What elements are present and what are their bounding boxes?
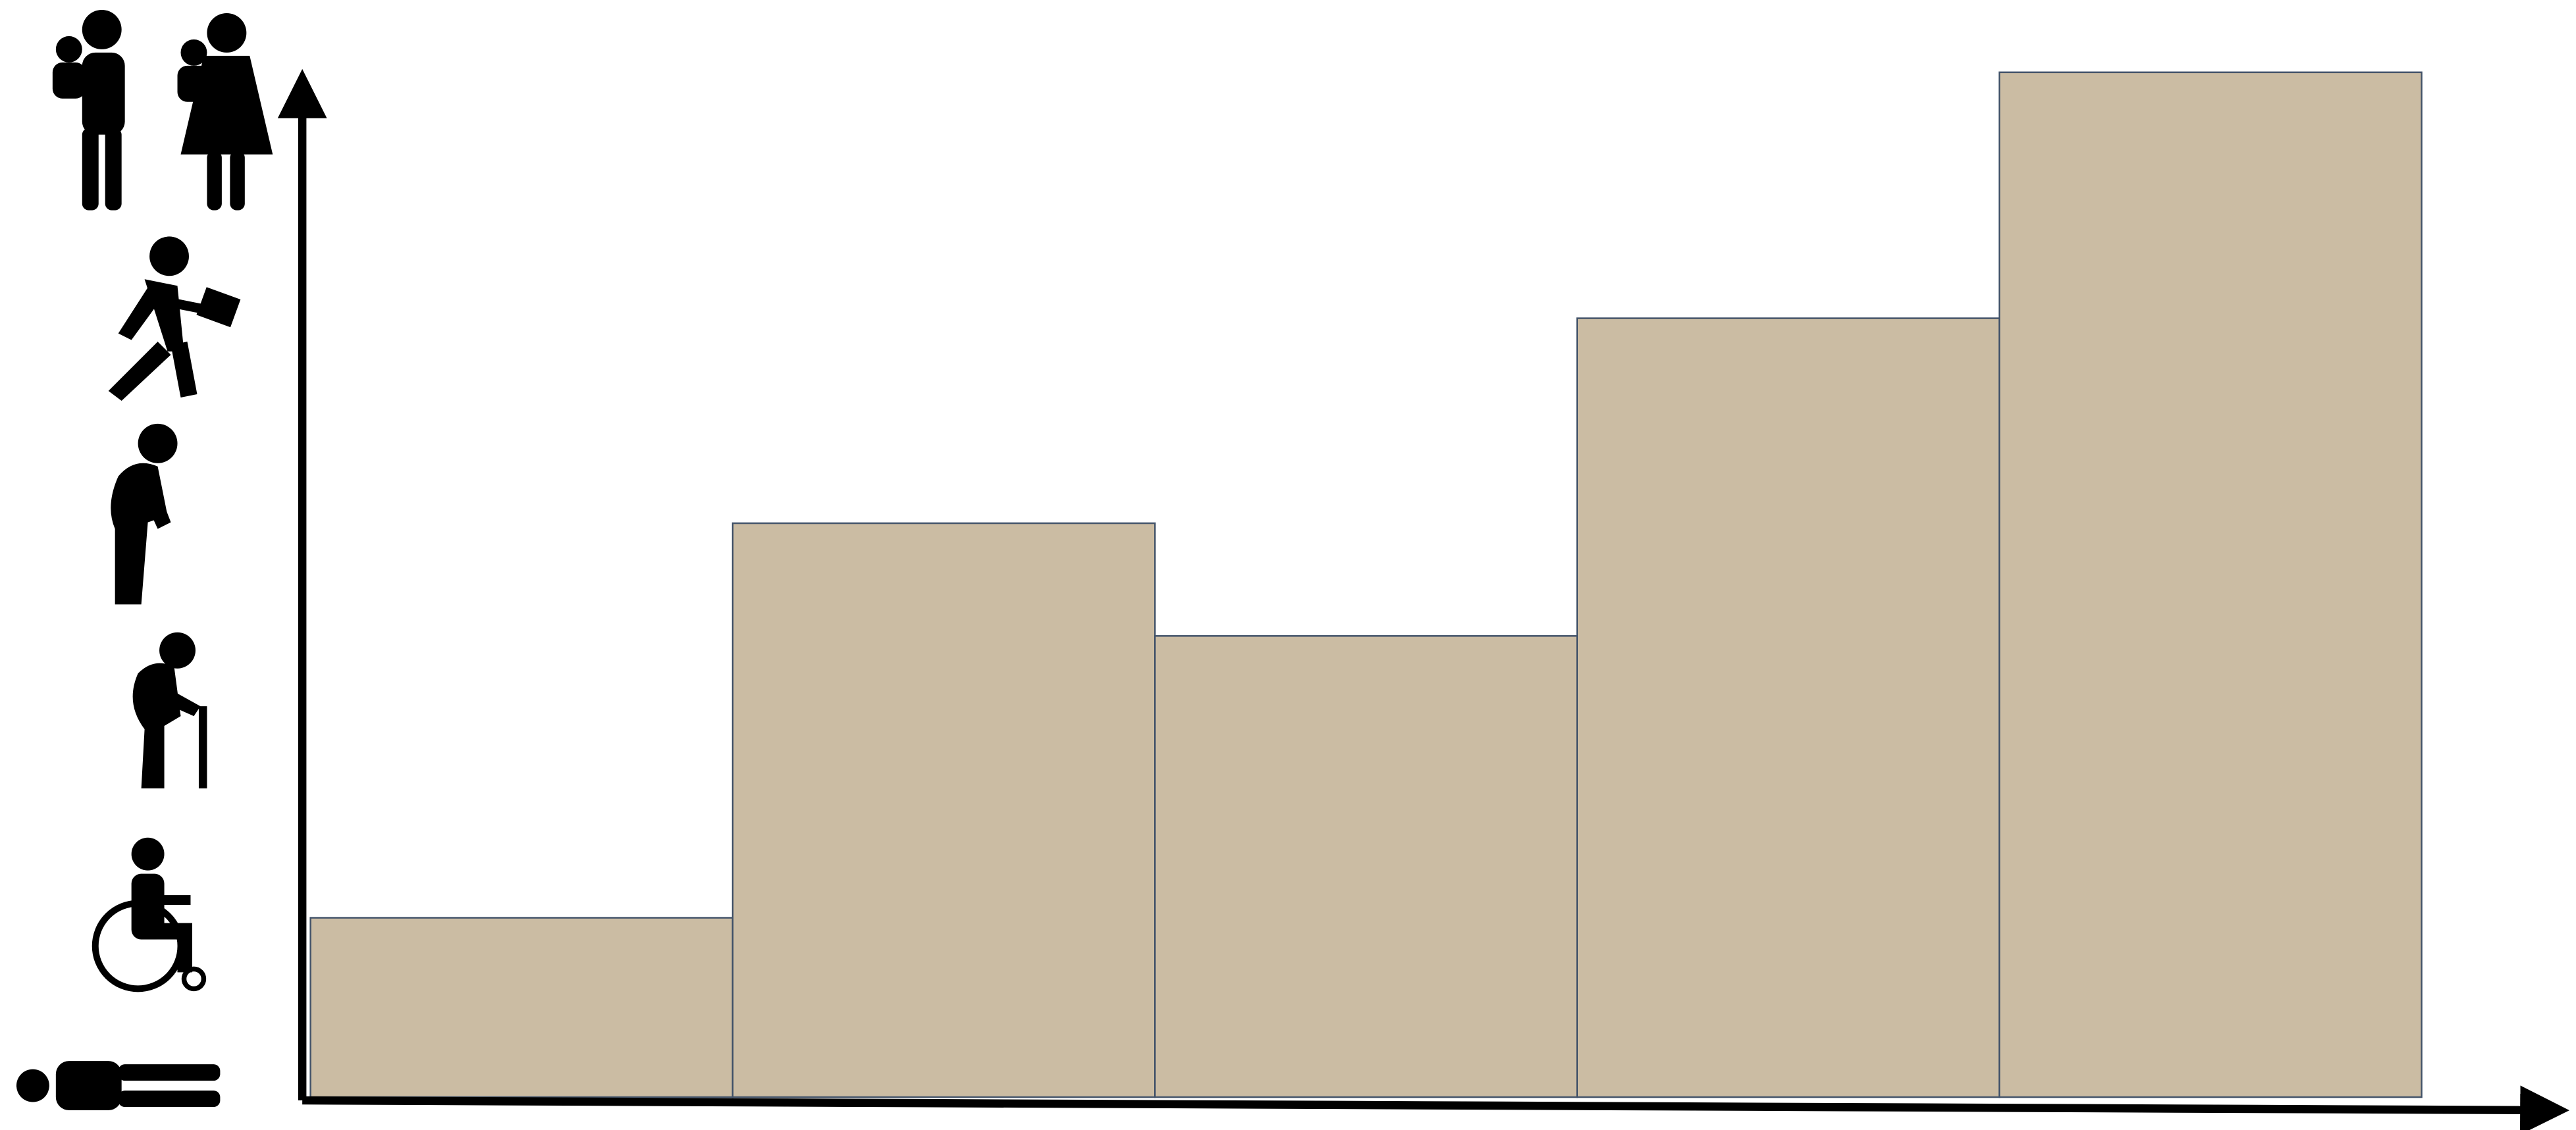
bar	[309, 917, 734, 1098]
hunched-person-icon	[111, 423, 178, 605]
bar	[731, 522, 1156, 1098]
y-axis-icons	[16, 10, 273, 1111]
bar	[1998, 71, 2423, 1098]
bar	[1576, 317, 2001, 1098]
bar	[1154, 635, 1578, 1098]
lying-person-icon	[16, 1061, 221, 1111]
walking-worker-icon	[108, 236, 241, 401]
parents-icon	[52, 10, 273, 211]
elderly-cane-icon	[132, 632, 207, 788]
wheelchair-icon	[92, 837, 207, 992]
bars	[309, 71, 2423, 1098]
x-axis	[302, 1085, 2570, 1130]
